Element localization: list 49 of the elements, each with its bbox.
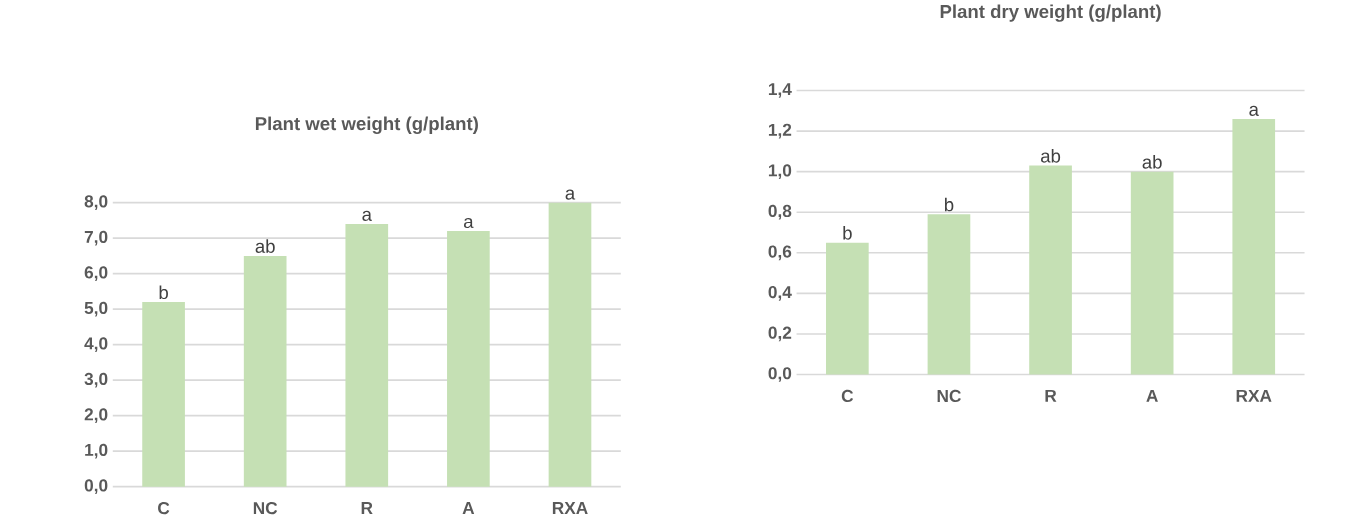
x-tick-label: A xyxy=(462,502,475,515)
y-tick-label: 5,0 xyxy=(84,301,108,317)
bar xyxy=(548,202,592,487)
x-tick-label: R xyxy=(361,502,373,515)
annotation: b xyxy=(843,226,852,240)
x-tick-label: A xyxy=(1146,390,1158,402)
annotation: a xyxy=(464,218,474,229)
x-tick-label: R xyxy=(1045,390,1057,402)
annotation: a xyxy=(1249,105,1259,117)
y-tick-label: 7,0 xyxy=(84,230,108,246)
y-tick-label: 4,0 xyxy=(84,337,108,353)
bar xyxy=(447,231,490,487)
y-tick-label: 0,6 xyxy=(768,245,792,261)
annotation: ab xyxy=(1142,155,1162,169)
y-tick-label: 1,0 xyxy=(85,443,108,459)
bar xyxy=(345,224,389,487)
x-tick-label: NC xyxy=(937,390,961,403)
annotation: b xyxy=(159,285,168,300)
x-tick-label: NC xyxy=(253,502,278,515)
bar xyxy=(826,242,869,375)
x-tick-label: RXA xyxy=(552,502,588,515)
chart-title: Plant wet weight (g/plant) xyxy=(255,116,478,135)
bar xyxy=(142,302,185,487)
bar xyxy=(1029,165,1072,375)
annotation: a xyxy=(565,189,576,200)
y-tick-label: 0,4 xyxy=(768,286,792,301)
y-tick-label: 0,0 xyxy=(84,479,108,495)
x-tick-label: RXA xyxy=(1236,390,1272,402)
x-tick-label: C xyxy=(158,502,170,515)
y-tick-label: 8,0 xyxy=(84,195,108,211)
chart-title: Plant dry weight (g/plant) xyxy=(940,4,1161,23)
y-tick-label: 3,0 xyxy=(84,372,108,388)
y-tick-label: 0,8 xyxy=(768,205,792,220)
bar xyxy=(1130,171,1174,375)
annotation: ab xyxy=(255,239,275,254)
y-tick-label: 1,4 xyxy=(768,83,792,98)
y-tick-label: 6,0 xyxy=(84,266,108,282)
bar xyxy=(243,256,287,487)
bar xyxy=(1232,119,1276,375)
annotation: b xyxy=(944,197,954,212)
x-tick-label: C xyxy=(841,390,854,403)
y-tick-label: 0,0 xyxy=(768,367,792,383)
annotation: ab xyxy=(1041,149,1061,163)
y-tick-label: 1,0 xyxy=(768,164,792,180)
annotation: a xyxy=(362,210,372,222)
bar xyxy=(927,214,971,375)
y-tick-label: 0,2 xyxy=(768,326,792,342)
y-tick-label: 2,0 xyxy=(84,408,108,424)
y-tick-label: 1,2 xyxy=(768,123,792,139)
